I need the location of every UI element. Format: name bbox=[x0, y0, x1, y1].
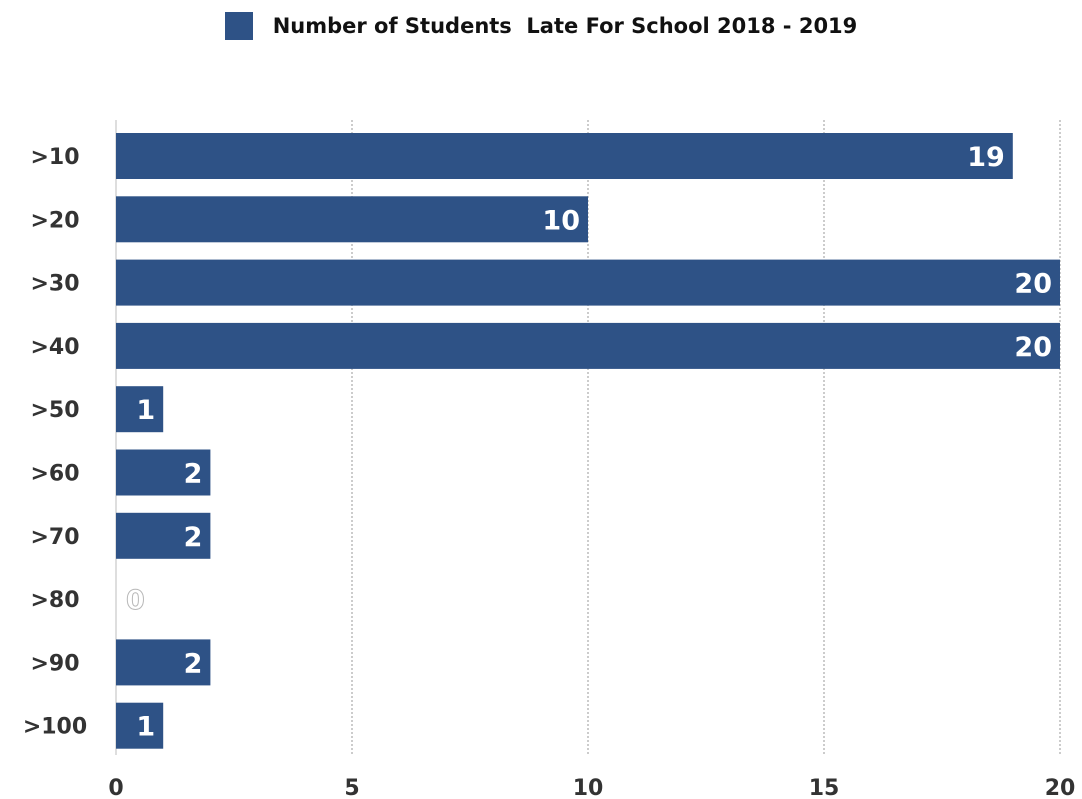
x-tick-label: 0 bbox=[108, 776, 123, 799]
data-label: 20 bbox=[1014, 269, 1052, 300]
legend-label: Number of Students Late For School 2018 … bbox=[272, 14, 858, 38]
y-category-label: >60 bbox=[30, 462, 79, 487]
y-category-label: >70 bbox=[30, 525, 79, 550]
bar bbox=[116, 386, 164, 433]
y-axis-labels: >10 >20 >30 >40 >50 >60 >70 >80 >90 >100 bbox=[23, 145, 87, 740]
data-label: 0 bbox=[126, 585, 145, 616]
data-label: 1 bbox=[136, 395, 155, 426]
x-axis-tick-labels: 0 5 10 15 20 bbox=[108, 776, 1075, 799]
bar bbox=[116, 196, 588, 243]
data-label: 10 bbox=[542, 205, 580, 236]
y-category-label: >80 bbox=[30, 588, 79, 613]
legend-swatch bbox=[224, 12, 253, 40]
x-tick-label: 5 bbox=[344, 776, 359, 799]
legend: Number of Students Late For School 2018 … bbox=[0, 8, 1082, 44]
x-tick-label: 20 bbox=[1045, 776, 1076, 799]
data-label: 2 bbox=[184, 459, 203, 490]
data-label: 2 bbox=[184, 522, 203, 553]
y-category-label: >100 bbox=[23, 715, 87, 740]
bars bbox=[116, 133, 1060, 749]
data-label: 2 bbox=[184, 648, 203, 679]
bar bbox=[116, 512, 211, 559]
y-category-label: >40 bbox=[30, 335, 79, 360]
y-category-label: >30 bbox=[30, 272, 79, 297]
x-tick-label: 10 bbox=[573, 776, 604, 799]
bar bbox=[116, 449, 211, 496]
bar bbox=[116, 322, 1060, 369]
bar bbox=[116, 259, 1060, 306]
y-category-label: >50 bbox=[30, 398, 79, 423]
bar bbox=[116, 702, 164, 749]
y-category-label: >10 bbox=[30, 145, 79, 170]
data-label: 20 bbox=[1014, 332, 1052, 363]
x-tick-label: 15 bbox=[809, 776, 840, 799]
data-label: 1 bbox=[136, 712, 155, 743]
bar bbox=[116, 133, 1013, 179]
bar bbox=[116, 639, 211, 686]
y-category-label: >20 bbox=[30, 208, 79, 233]
data-label: 19 bbox=[967, 142, 1005, 173]
y-category-label: >90 bbox=[30, 651, 79, 676]
